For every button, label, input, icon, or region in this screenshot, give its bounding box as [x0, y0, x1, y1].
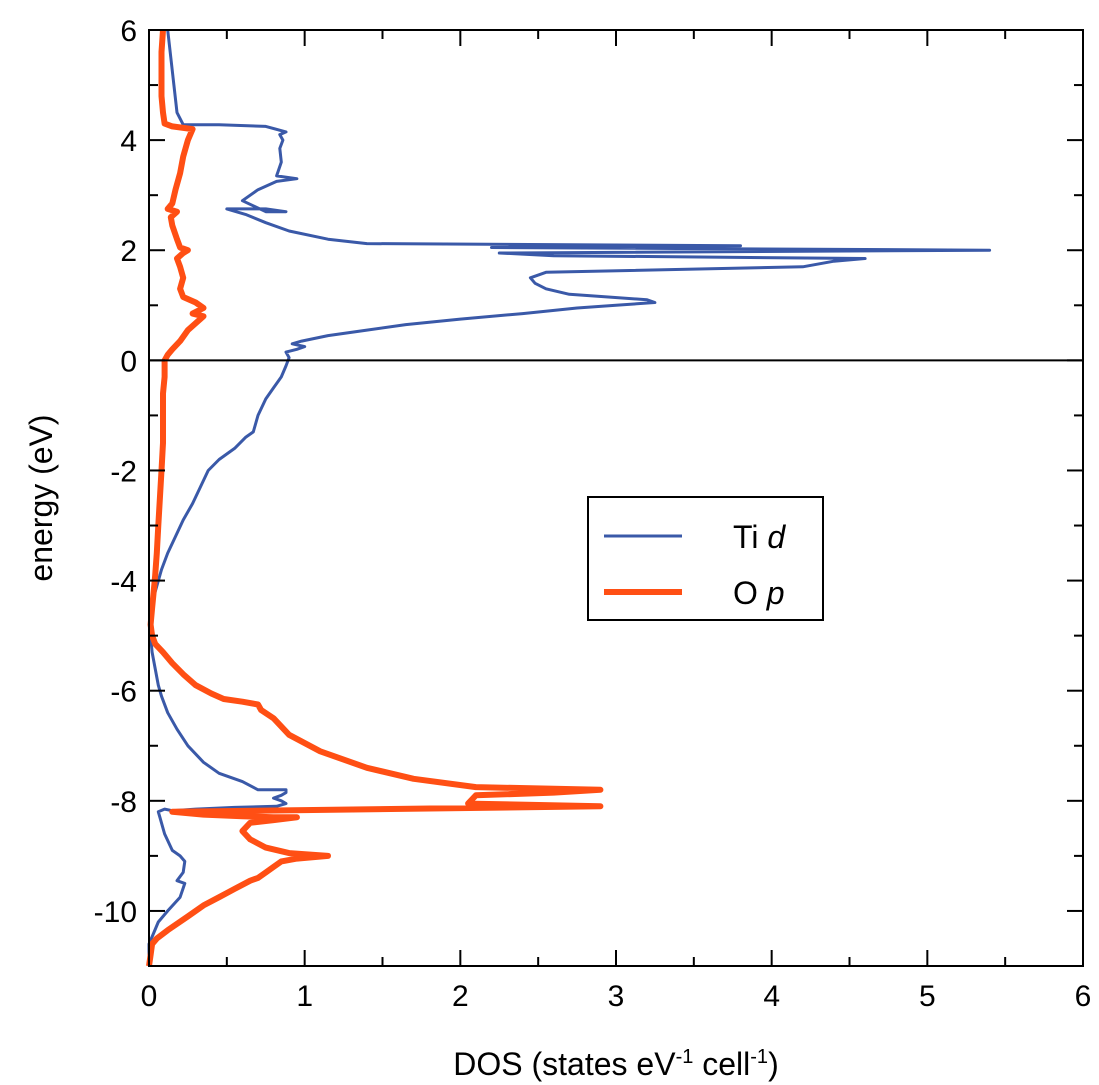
y-tick-label: 2	[120, 235, 137, 268]
y-tick-label: -6	[110, 676, 137, 709]
y-axis-label: energy (eV)	[23, 414, 59, 581]
y-tick-label: -4	[110, 566, 137, 599]
x-tick-label: 2	[452, 980, 469, 1013]
x-tick-label: 1	[296, 980, 313, 1013]
y-tick-label: -10	[94, 896, 137, 929]
axis-ticks: 0 1 2 3 4 5 6 -10 -8 -6 -4 -2 0 2 4 6	[94, 15, 1092, 1013]
legend-label-ti-d: Ti d	[733, 519, 786, 555]
legend-box	[587, 496, 824, 621]
y-tick-label: 0	[120, 345, 137, 378]
x-tick-label: 6	[1075, 980, 1092, 1013]
x-tick-label: 4	[763, 980, 780, 1013]
x-tick-label: 5	[919, 980, 936, 1013]
series-line-1	[146, 29, 604, 967]
x-tick-label: 0	[141, 980, 158, 1013]
x-tick-label: 3	[608, 980, 625, 1013]
y-tick-label: -2	[110, 455, 137, 488]
legend-label-o-p: O p	[733, 575, 785, 611]
y-tick-label: 6	[120, 15, 137, 48]
series-line-0	[147, 29, 992, 966]
legend: Ti d O p	[587, 496, 824, 621]
x-axis-label: DOS (states eV-1 cell-1)	[453, 1046, 778, 1082]
y-tick-label: -8	[110, 786, 137, 819]
series-layer	[146, 29, 992, 967]
y-tick-label: 4	[120, 125, 137, 158]
